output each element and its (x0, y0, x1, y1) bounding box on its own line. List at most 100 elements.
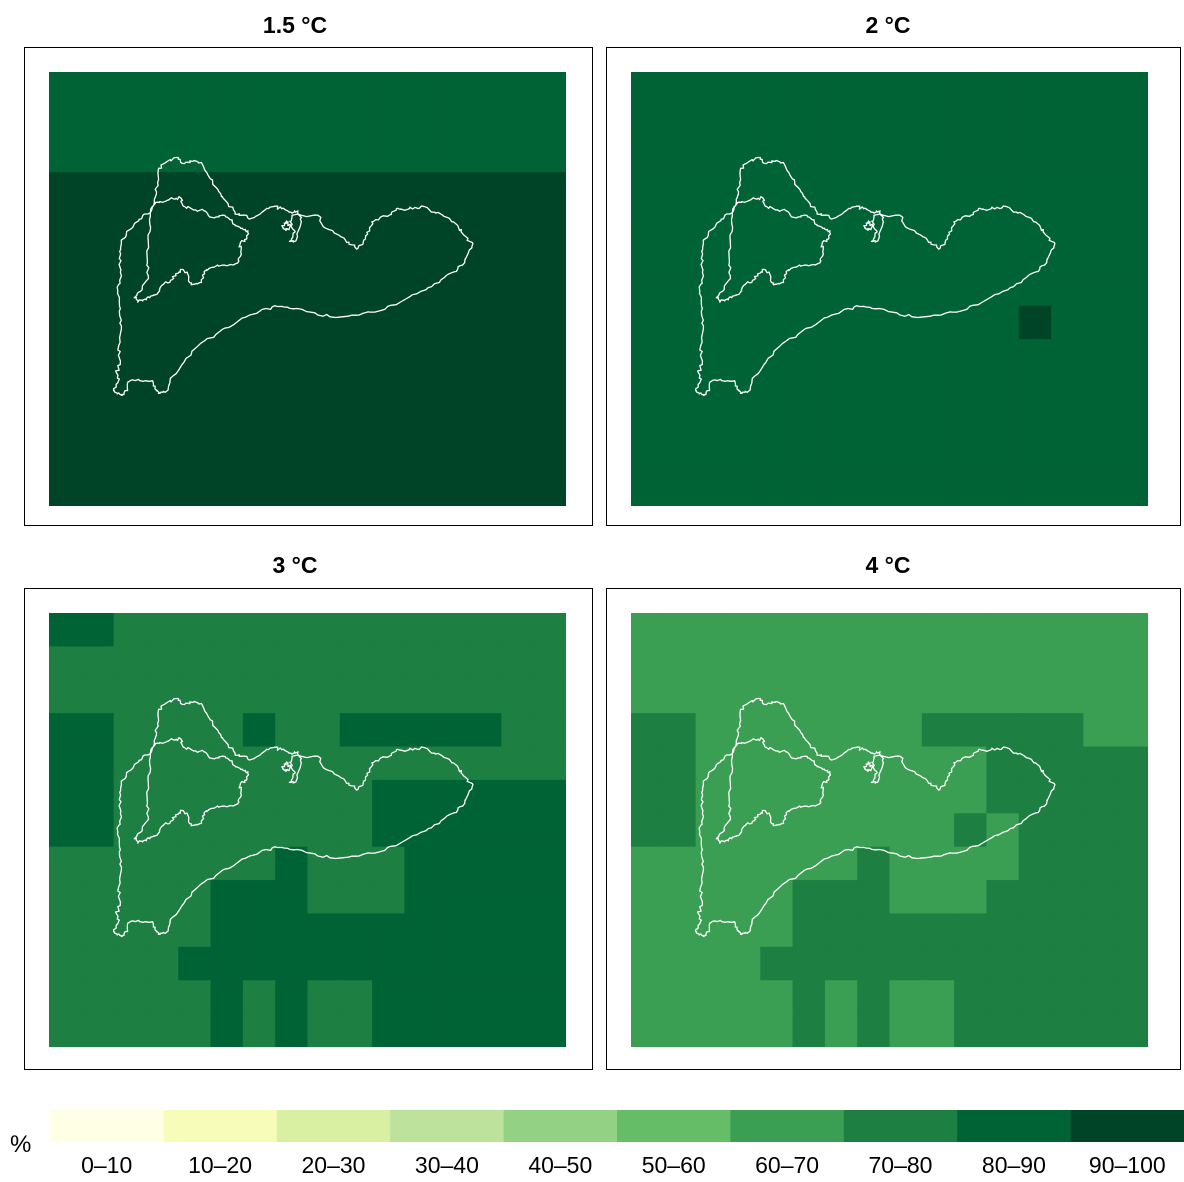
grid-cell (49, 238, 82, 273)
grid-cell (663, 679, 697, 714)
grid-cell (857, 713, 891, 748)
grid-cell (824, 405, 858, 440)
grid-cell (1018, 405, 1052, 440)
grid-cell (921, 138, 955, 173)
grid-cell (986, 205, 1020, 240)
lake-outline (863, 220, 873, 232)
map-grid (631, 613, 1148, 1047)
grid-cell (631, 746, 664, 781)
grid-cell (469, 913, 502, 948)
grid-cell (178, 946, 212, 981)
grid-cell (49, 746, 82, 781)
grid-cell (1051, 238, 1084, 273)
grid-cell (436, 405, 470, 440)
grid-cell (501, 980, 535, 1015)
grid-cell (986, 846, 1020, 881)
grid-cell (1115, 880, 1148, 915)
grid-cell (49, 813, 82, 848)
grid-cell (533, 880, 566, 915)
grid-cell (49, 713, 82, 748)
grid-cell (210, 813, 244, 848)
grid-cell (921, 72, 955, 106)
grid-cell (49, 138, 82, 173)
grid-cell (210, 238, 244, 273)
grid-cell (824, 713, 858, 748)
grid-cell (210, 679, 244, 714)
grid-cell (113, 238, 147, 273)
grid-cell (242, 72, 276, 106)
grid-cell (631, 105, 664, 140)
grid-cell (533, 172, 566, 207)
grid-cell (178, 372, 212, 407)
grid-cell (307, 172, 341, 207)
grid-cell (954, 813, 988, 848)
grid-cell (113, 105, 147, 140)
grid-cell (954, 72, 988, 106)
grid-cell (1051, 372, 1084, 407)
grid-cell (210, 779, 244, 814)
grid-cell (275, 646, 309, 681)
grid-cell (372, 238, 406, 273)
grid-cell (436, 238, 470, 273)
grid-cell (631, 305, 664, 340)
grid-cell (1051, 746, 1084, 781)
grid-cell (372, 439, 406, 474)
legend-label: 90–100 (1088, 1152, 1166, 1178)
grid-cell (178, 172, 212, 207)
grid-cell (81, 305, 115, 340)
grid-cell (145, 472, 179, 506)
grid-cell (81, 439, 115, 474)
grid-cell (307, 679, 341, 714)
grid-cell (372, 846, 406, 881)
panel-title: 2 °C (865, 12, 911, 38)
grid-cell (1018, 779, 1052, 814)
grid-cell (275, 405, 309, 440)
grid-cell (533, 205, 566, 240)
grid-cell (469, 713, 502, 748)
grid-cell (307, 339, 341, 374)
grid-cell (631, 913, 664, 948)
grid-cell (695, 846, 729, 881)
map-grid (49, 72, 566, 506)
grid-cell (1018, 880, 1052, 915)
grid-cell (210, 913, 244, 948)
grid-cell (469, 172, 502, 207)
grid-cell (81, 272, 115, 307)
grid-cell (49, 339, 82, 374)
grid-cell (631, 813, 664, 848)
grid-cell (307, 713, 341, 748)
grid-cell (695, 472, 729, 506)
grid-cell (631, 238, 664, 273)
grid-cell (339, 679, 373, 714)
grid-cell (404, 339, 438, 374)
grid-cell (1083, 238, 1117, 273)
grid-cell (792, 1013, 826, 1047)
grid-cell (275, 372, 309, 407)
grid-cell (469, 779, 502, 814)
grid-cell (727, 880, 761, 915)
grid-cell (145, 679, 179, 714)
grid-cell (954, 405, 988, 440)
grid-cell (1018, 472, 1052, 506)
grid-cell (695, 679, 729, 714)
grid-cell (631, 205, 664, 240)
grid-cell (242, 172, 276, 207)
grid-cell (954, 613, 988, 647)
grid-cell (275, 713, 309, 748)
grid-cell (631, 679, 664, 714)
grid-cell (533, 779, 566, 814)
grid-cell (145, 339, 179, 374)
grid-cell (404, 813, 438, 848)
grid-cell (986, 172, 1020, 207)
grid-cell (986, 813, 1020, 848)
grid-cell (307, 646, 341, 681)
grid-cell (1018, 305, 1052, 340)
grid-cell (81, 339, 115, 374)
grid-cell (760, 339, 794, 374)
grid-cell (986, 646, 1020, 681)
grid-cell (631, 613, 664, 647)
grid-cell (372, 746, 406, 781)
grid-cell (436, 913, 470, 948)
grid-cell (469, 405, 502, 440)
grid-cell (889, 846, 923, 881)
